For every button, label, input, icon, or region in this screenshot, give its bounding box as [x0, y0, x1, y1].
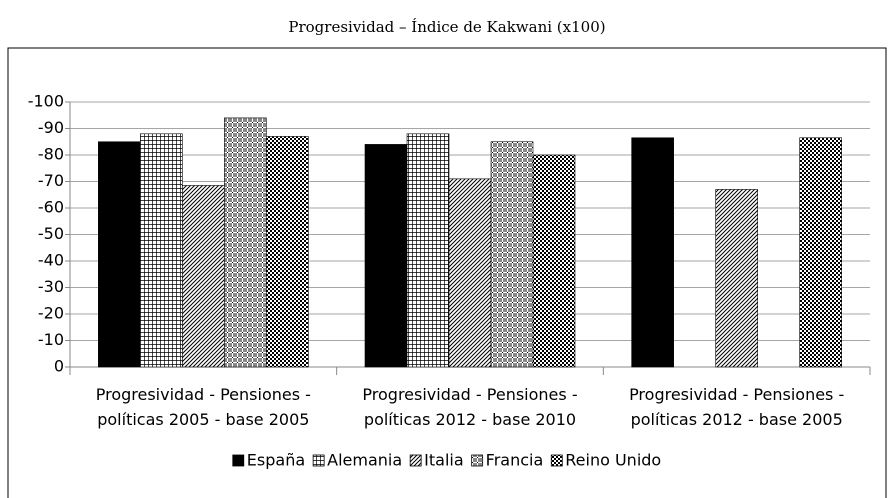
- bar: [448, 178, 492, 368]
- bar: [224, 117, 267, 368]
- legend-label: España: [247, 451, 305, 470]
- x-tick-label: Progresividad - Pensiones - políticas 20…: [95, 385, 311, 429]
- legend-swatch: [232, 454, 245, 467]
- legend-swatch: [471, 454, 484, 467]
- y-tick-label: -30: [38, 277, 64, 296]
- y-tick-label: -100: [28, 92, 64, 111]
- bar: [406, 133, 450, 368]
- legend-label: Francia: [486, 451, 544, 470]
- y-tick-label: -60: [38, 198, 64, 217]
- y-tick-label: -70: [38, 171, 64, 190]
- bar: [799, 137, 842, 368]
- y-tick-label: -80: [38, 145, 64, 164]
- legend-swatch: [409, 454, 422, 467]
- y-tick-label: -90: [38, 118, 64, 137]
- bar: [140, 133, 183, 368]
- x-tick-label: Progresividad - Pensiones - políticas 20…: [629, 385, 845, 429]
- y-tick-label: -20: [38, 304, 64, 323]
- bar: [364, 144, 408, 368]
- bar: [631, 137, 674, 368]
- legend-label: Italia: [424, 451, 464, 470]
- bar: [266, 136, 309, 368]
- chart-title: Progresividad – Índice de Kakwani (x100): [288, 18, 605, 36]
- legend-label: Reino Unido: [565, 451, 661, 470]
- y-tick-label: 0: [54, 357, 64, 376]
- legend-swatch: [312, 454, 325, 467]
- x-tick-label: Progresividad - Pensiones - políticas 20…: [362, 385, 578, 429]
- bar: [490, 141, 534, 368]
- bar: [98, 141, 141, 368]
- bar: [182, 185, 225, 368]
- legend-swatch: [550, 454, 563, 467]
- frame: [7, 47, 887, 498]
- bar: [532, 154, 576, 368]
- y-tick-label: -40: [38, 251, 64, 270]
- bar: [715, 189, 758, 368]
- y-tick-label: -10: [38, 330, 64, 349]
- y-tick-label: -50: [38, 224, 64, 243]
- legend-label: Alemania: [327, 451, 402, 470]
